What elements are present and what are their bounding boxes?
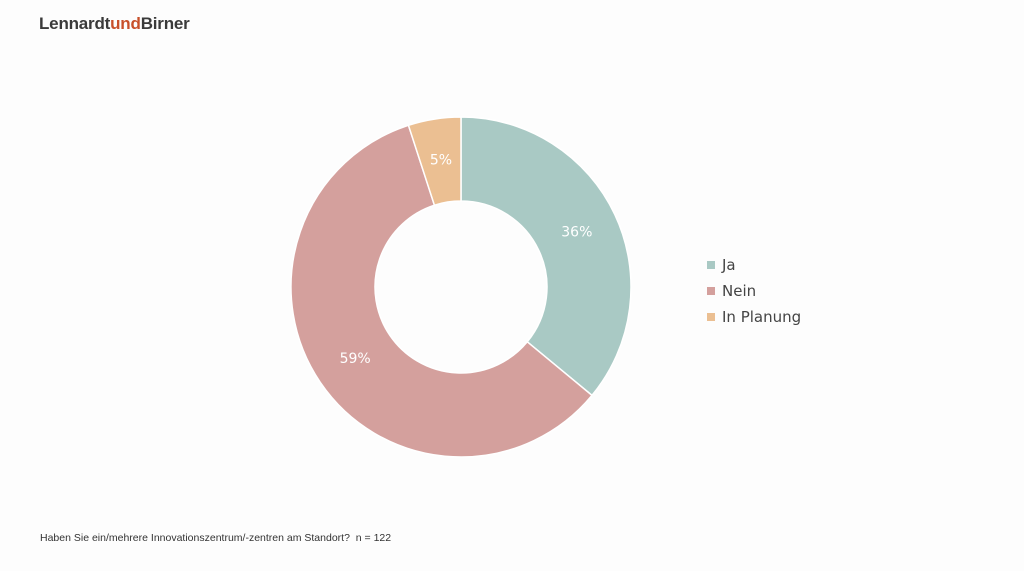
slice-in-planung (407, 116, 462, 207)
legend-label-ja: Ja (722, 256, 736, 274)
brand-logo-part2: und (110, 14, 141, 33)
slice-nein (290, 124, 594, 458)
legend-label-nein: Nein (722, 282, 757, 300)
legend-item-in-planung: In Planung (707, 304, 801, 330)
legend-swatch-ja (707, 261, 715, 269)
footnote-question: Haben Sie ein/mehrere Innovationszentrum… (40, 532, 350, 544)
slice-label-nein: 59% (340, 351, 371, 367)
brand-logo-part3: Birner (140, 14, 190, 33)
legend-label-in-planung: In Planung (722, 308, 802, 326)
donut-slices (290, 116, 632, 458)
slice-label-ja: 36% (561, 225, 592, 241)
chart-footnote: Haben Sie ein/mehrere Innovationszentrum… (40, 532, 391, 544)
donut-slice-labels: 36% 59% 5% (340, 153, 593, 367)
slice-ja (460, 116, 632, 397)
brand-logo-part1: Lennardt (39, 14, 111, 33)
legend-swatch-nein (707, 287, 715, 295)
legend-swatch-in-planung (707, 313, 715, 321)
brand-logo: LennardtundBirner (39, 14, 190, 34)
legend-item-ja: Ja (707, 252, 801, 278)
legend-item-nein: Nein (707, 278, 801, 304)
chart-legend: Ja Nein In Planung (707, 252, 801, 330)
footnote-sample-size: n = 122 (355, 532, 392, 544)
slice-label-in-planung: 5% (430, 153, 452, 169)
